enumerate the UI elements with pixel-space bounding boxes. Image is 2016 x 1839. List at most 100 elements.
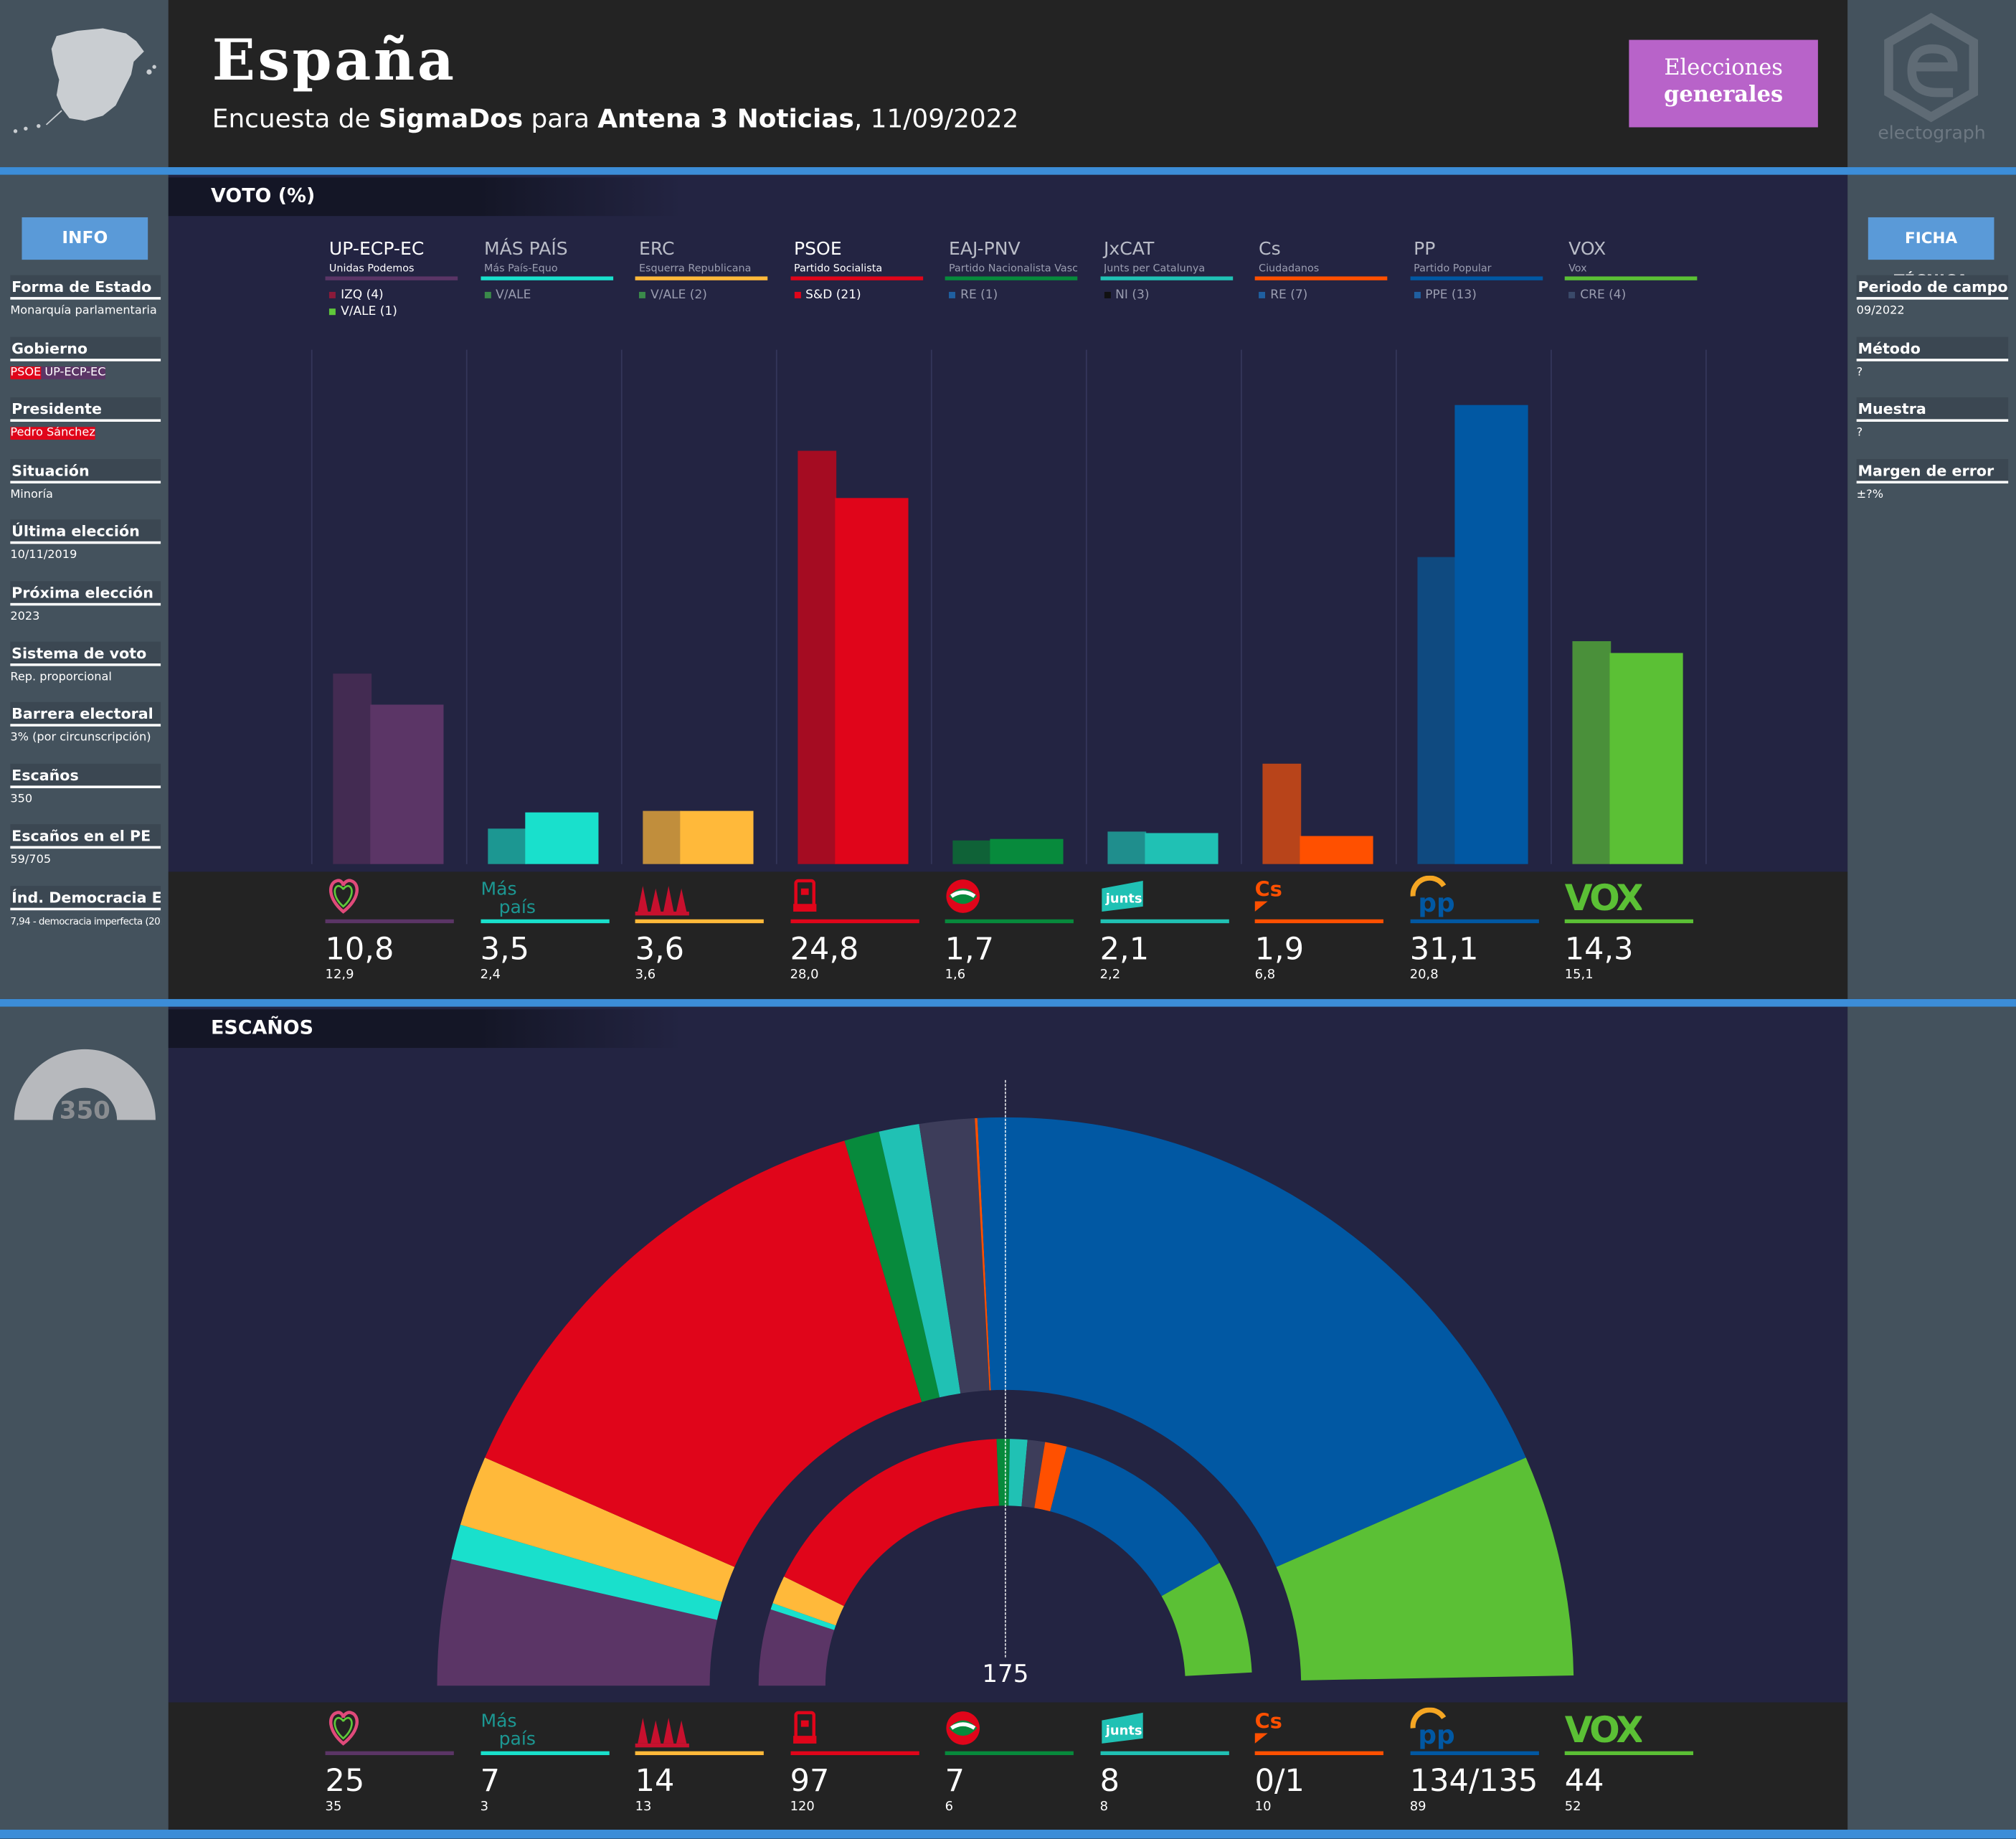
party-logo	[326, 1708, 454, 1751]
info-value: 7,94 - democracia imperfecta (2021)	[10, 915, 161, 927]
vote-section-title: VOTO (%)	[168, 177, 683, 217]
party-name: MÁS PAÍS	[483, 239, 568, 260]
vote-previous: 3,6	[635, 968, 656, 983]
info-label: Última elección	[10, 519, 161, 544]
party-underline	[1099, 276, 1233, 280]
party-underline	[945, 1751, 1074, 1756]
header-bar	[168, 0, 1848, 168]
eu-group-swatch	[793, 291, 800, 298]
divider-middle	[0, 998, 2016, 1007]
party-logo	[790, 1708, 919, 1751]
eu-group-swatch	[638, 291, 645, 298]
seats-inner-segment-9	[1161, 1563, 1252, 1676]
bar-current-2	[680, 810, 754, 864]
info-value: Rep. proporcional	[10, 671, 112, 684]
bar-previous-3	[798, 450, 837, 864]
seat-result-1: Más país 7 3	[480, 1708, 609, 1815]
info-item-situacion: Situación Minoría	[10, 458, 161, 501]
vox-logo-icon: VOX	[1565, 876, 1646, 919]
pollster-name: SigmaDos	[379, 103, 524, 134]
vote-result-6: Cs 1,9 6,8	[1254, 876, 1383, 983]
vote-bar-chart	[311, 349, 1707, 864]
info-label: Barrera electoral	[10, 701, 161, 727]
seats-inner-segment-0	[758, 1609, 835, 1686]
info-label: Presidente	[10, 397, 161, 422]
party-logo: Más país	[481, 876, 609, 919]
info-item-pe: Escaños en el PE 59/705	[10, 824, 161, 866]
eu-group-label: V/ALE	[496, 288, 531, 303]
party-underline	[480, 919, 609, 924]
party-underline	[325, 276, 458, 280]
svg-text:Más: Más	[481, 879, 516, 899]
page-title: España	[212, 28, 457, 94]
party-fullname: Partido Socialista	[793, 262, 883, 274]
vote-previous: 20,8	[1409, 968, 1439, 983]
party-logo	[945, 876, 1074, 919]
party-name: PP	[1414, 239, 1436, 260]
vote-previous: 6,8	[1254, 968, 1276, 983]
vote-previous: 1,6	[945, 968, 966, 983]
seat-result-0: 25 35	[325, 1708, 454, 1814]
party-header-6: Cs Ciudadanos RE (7)	[1254, 239, 1388, 303]
seats-inner-segment-3	[784, 1439, 999, 1607]
erc-logo-icon	[635, 1718, 689, 1748]
tech-value: 09/2022	[1856, 304, 1905, 318]
info-item-gobierno: Gobierno PSOE UP-ECP-EC	[10, 336, 161, 379]
vote-result-3: 24,8 28,0	[790, 876, 919, 983]
vote-result-2: 3,6 3,6	[635, 876, 764, 983]
badge-line1: Elecciones	[1664, 55, 1783, 81]
svg-text:país: país	[498, 1729, 535, 1749]
seat-value: 134/135	[1409, 1762, 1538, 1799]
bar-current-3	[835, 498, 909, 864]
info-button[interactable]: INFO	[22, 217, 148, 260]
party-header-7: PP Partido Popular PPE (13)	[1409, 239, 1543, 302]
seat-previous: 3	[480, 1800, 489, 1815]
seats-section-title: ESCAÑOS	[168, 1009, 683, 1049]
seat-value: 0/1	[1254, 1762, 1305, 1799]
party-underline	[325, 919, 454, 924]
seats-outer-segment-8	[977, 1117, 1526, 1567]
party-fullname: Más País-Equo	[483, 262, 558, 274]
tech-button[interactable]: FICHA TÉCNICA	[1868, 217, 1994, 289]
seats-inner-segment-7	[1034, 1442, 1067, 1512]
page-subtitle: Encuesta de SigmaDos para Antena 3 Notic…	[212, 103, 1019, 133]
vote-value: 3,5	[480, 930, 530, 968]
bar-previous-7	[1417, 557, 1457, 864]
eu-group-label: V/ALE (1)	[341, 304, 397, 319]
seat-previous: 120	[790, 1800, 815, 1815]
vote-value: 1,7	[945, 930, 995, 968]
info-value: 3% (por circunscripción)	[10, 732, 151, 744]
info-value: 350	[10, 793, 33, 807]
eu-group: RE (1)	[949, 288, 1077, 303]
tech-sidebar	[1847, 174, 2016, 999]
party-underline	[1564, 919, 1693, 924]
eu-group-swatch	[1568, 291, 1576, 298]
bar-previous-0	[333, 673, 372, 864]
svg-text:pp: pp	[1417, 1721, 1454, 1750]
seat-result-5: junts 8 8	[1099, 1708, 1229, 1814]
seat-value: 7	[945, 1762, 965, 1799]
info-value: Monarquía parlamentaria	[10, 304, 157, 318]
gov-party-up: UP-ECP-EC	[41, 366, 106, 379]
party-fullname: Partido Popular	[1414, 262, 1492, 274]
seats-sidebar	[0, 1006, 169, 1830]
seats-inner-segment-1	[770, 1603, 836, 1630]
party-fullname: Unidas Podemos	[328, 262, 415, 274]
party-header-4: EAJ-PNV Partido Nacionalista Vasco RE (1)	[945, 239, 1078, 303]
vote-result-4: 1,7 1,6	[945, 876, 1074, 983]
gov-party-psoe: PSOE	[10, 366, 42, 379]
party-logo	[945, 1708, 1074, 1751]
party-logo: pp	[1409, 1707, 1538, 1751]
party-underline	[790, 1751, 919, 1756]
tech-label: Método	[1856, 336, 2009, 361]
info-item-proxima: Próxima elección 2023	[10, 581, 161, 623]
party-header-8: VOX Vox CRE (4)	[1564, 239, 1698, 302]
seats-outer-segment-2	[460, 1457, 735, 1602]
eu-group-label: RE (1)	[960, 288, 998, 303]
party-underline	[790, 919, 919, 924]
seats-inner-segment-2	[772, 1576, 844, 1626]
eu-group-label: RE (7)	[1270, 288, 1308, 303]
party-header-5: JxCAT Junts per Catalunya NI (3)	[1099, 239, 1233, 302]
vote-results-row	[168, 871, 1848, 999]
tech-label: Periodo de campo	[1856, 275, 2009, 300]
